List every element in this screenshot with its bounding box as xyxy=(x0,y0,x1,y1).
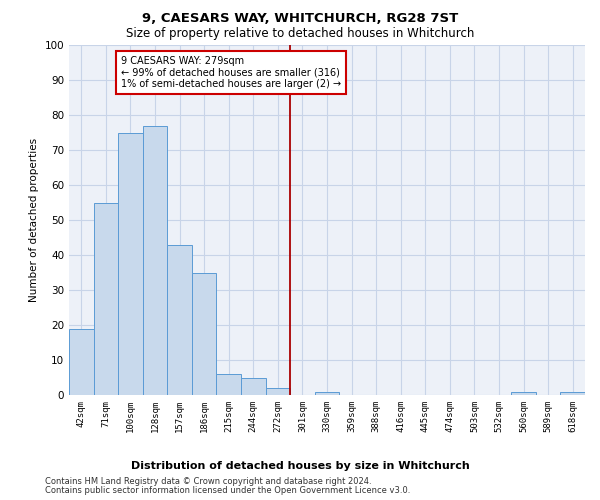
Bar xyxy=(217,374,241,395)
Bar xyxy=(167,244,192,395)
Bar xyxy=(266,388,290,395)
Text: 9, CAESARS WAY, WHITCHURCH, RG28 7ST: 9, CAESARS WAY, WHITCHURCH, RG28 7ST xyxy=(142,12,458,26)
Y-axis label: Number of detached properties: Number of detached properties xyxy=(29,138,39,302)
Text: 9 CAESARS WAY: 279sqm
← 99% of detached houses are smaller (316)
1% of semi-deta: 9 CAESARS WAY: 279sqm ← 99% of detached … xyxy=(121,56,341,88)
Bar xyxy=(315,392,339,395)
Bar xyxy=(69,328,94,395)
Bar xyxy=(511,392,536,395)
Bar xyxy=(560,392,585,395)
Bar xyxy=(118,132,143,395)
Text: Distribution of detached houses by size in Whitchurch: Distribution of detached houses by size … xyxy=(131,461,469,471)
Text: Contains HM Land Registry data © Crown copyright and database right 2024.: Contains HM Land Registry data © Crown c… xyxy=(45,477,371,486)
Bar xyxy=(94,202,118,395)
Text: Size of property relative to detached houses in Whitchurch: Size of property relative to detached ho… xyxy=(126,28,474,40)
Text: Contains public sector information licensed under the Open Government Licence v3: Contains public sector information licen… xyxy=(45,486,410,495)
Bar xyxy=(143,126,167,395)
Bar xyxy=(192,272,217,395)
Bar xyxy=(241,378,266,395)
